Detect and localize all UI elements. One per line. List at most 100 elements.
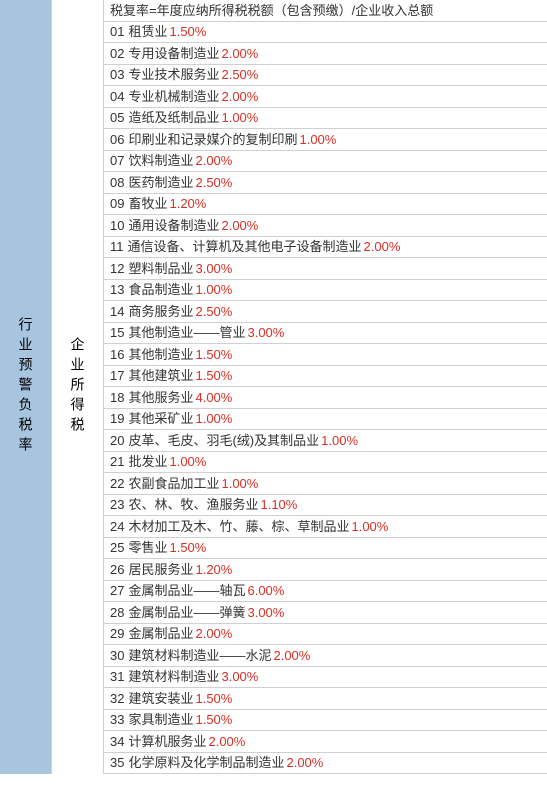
table-row: 27金属制品业——轴瓦 6.00% — [104, 581, 547, 603]
row-percentage: 2.00% — [286, 754, 323, 771]
row-name: 专用设备制造业 — [128, 45, 219, 62]
table-row: 24木材加工及木、竹、藤、棕、草制品业 1.00% — [104, 516, 547, 538]
table-row: 20皮革、毛皮、羽毛(绒)及其制品业 1.00% — [104, 430, 547, 452]
row-index: 35 — [110, 754, 124, 771]
row-percentage: 2.00% — [195, 625, 232, 642]
table-row: 23农、林、牧、渔服务业 1.10% — [104, 495, 547, 517]
row-percentage: 1.10% — [260, 496, 297, 513]
row-index: 07 — [110, 152, 124, 169]
row-percentage: 1.50% — [195, 367, 232, 384]
row-percentage: 1.50% — [169, 23, 206, 40]
table-row: 32建筑安装业 1.50% — [104, 688, 547, 710]
row-percentage: 2.50% — [195, 303, 232, 320]
row-percentage: 2.00% — [208, 733, 245, 750]
table-row: 26居民服务业 1.20% — [104, 559, 547, 581]
row-percentage: 1.50% — [195, 690, 232, 707]
data-column: 税复率=年度应纳所得税税额（包含预缴）/企业收入总额 01租赁业 1.50%02… — [104, 0, 547, 774]
header-text: 税复率=年度应纳所得税税额（包含预缴）/企业收入总额 — [110, 2, 433, 19]
row-percentage: 1.00% — [169, 453, 206, 470]
table-row: 02专用设备制造业 2.00% — [104, 43, 547, 65]
row-name: 专业机械制造业 — [128, 88, 219, 105]
row-index: 23 — [110, 496, 124, 513]
row-percentage: 2.00% — [273, 647, 310, 664]
row-percentage: 2.50% — [195, 174, 232, 191]
row-name: 零售业 — [128, 539, 167, 556]
table-row: 06印刷业和记录媒介的复制印刷 1.00% — [104, 129, 547, 151]
row-index: 25 — [110, 539, 124, 556]
row-name: 建筑材料制造业 — [128, 668, 219, 685]
row-percentage: 1.00% — [351, 518, 388, 535]
row-name: 医药制造业 — [128, 174, 193, 191]
row-index: 13 — [110, 281, 124, 298]
row-name: 其他制造业 — [128, 346, 193, 363]
row-name: 皮革、毛皮、羽毛(绒)及其制品业 — [128, 432, 319, 449]
row-index: 15 — [110, 324, 124, 341]
row-index: 32 — [110, 690, 124, 707]
table-row: 28金属制品业——弹簧 3.00% — [104, 602, 547, 624]
table-row: 04专业机械制造业 2.00% — [104, 86, 547, 108]
row-percentage: 2.00% — [221, 217, 258, 234]
table-row: 12塑料制品业 3.00% — [104, 258, 547, 280]
row-index: 20 — [110, 432, 124, 449]
table-row: 08医药制造业 2.50% — [104, 172, 547, 194]
row-name: 其他采矿业 — [128, 410, 193, 427]
row-index: 09 — [110, 195, 124, 212]
row-percentage: 3.00% — [247, 324, 284, 341]
row-index: 04 — [110, 88, 124, 105]
row-name: 商务服务业 — [128, 303, 193, 320]
table-row: 17其他建筑业 1.50% — [104, 366, 547, 388]
row-index: 19 — [110, 410, 124, 427]
row-name: 专业技术服务业 — [128, 66, 219, 83]
table-row: 10通用设备制造业 2.00% — [104, 215, 547, 237]
row-name: 金属制品业——轴瓦 — [128, 582, 245, 599]
row-name: 金属制品业——弹簧 — [128, 604, 245, 621]
row-percentage: 2.00% — [221, 88, 258, 105]
table-row: 11通信设备、计算机及其他电子设备制造业 2.00% — [104, 237, 547, 259]
table-row: 07饮料制造业 2.00% — [104, 151, 547, 173]
row-index: 34 — [110, 733, 124, 750]
table-row: 15其他制造业——管业 3.00% — [104, 323, 547, 345]
row-name: 通用设备制造业 — [128, 217, 219, 234]
row-percentage: 3.00% — [195, 260, 232, 277]
row-percentage: 2.00% — [364, 238, 401, 255]
row-percentage: 1.50% — [195, 711, 232, 728]
row-percentage: 1.20% — [195, 561, 232, 578]
row-name: 建筑材料制造业——水泥 — [128, 647, 271, 664]
row-index: 08 — [110, 174, 124, 191]
row-index: 11 — [110, 238, 124, 255]
table-row: 09畜牧业 1.20% — [104, 194, 547, 216]
row-index: 30 — [110, 647, 124, 664]
category-column: 行业预警负税率 — [0, 0, 52, 774]
row-percentage: 4.00% — [195, 389, 232, 406]
row-name: 建筑安装业 — [128, 690, 193, 707]
row-name: 其他服务业 — [128, 389, 193, 406]
row-percentage: 1.20% — [169, 195, 206, 212]
row-name: 家具制造业 — [128, 711, 193, 728]
row-name: 其他建筑业 — [128, 367, 193, 384]
row-name: 计算机服务业 — [128, 733, 206, 750]
row-name: 金属制品业 — [128, 625, 193, 642]
row-index: 26 — [110, 561, 124, 578]
row-percentage: 3.00% — [247, 604, 284, 621]
row-index: 06 — [110, 131, 124, 148]
table-row: 16其他制造业 1.50% — [104, 344, 547, 366]
row-name: 饮料制造业 — [128, 152, 193, 169]
row-percentage: 2.00% — [195, 152, 232, 169]
row-index: 27 — [110, 582, 124, 599]
row-percentage: 1.00% — [221, 475, 258, 492]
row-percentage: 3.00% — [221, 668, 258, 685]
row-name: 其他制造业——管业 — [128, 324, 245, 341]
row-index: 29 — [110, 625, 124, 642]
row-index: 33 — [110, 711, 124, 728]
row-index: 14 — [110, 303, 124, 320]
table-row: 03专业技术服务业 2.50% — [104, 65, 547, 87]
row-index: 10 — [110, 217, 124, 234]
row-percentage: 1.00% — [299, 131, 336, 148]
row-index: 22 — [110, 475, 124, 492]
row-name: 食品制造业 — [128, 281, 193, 298]
row-percentage: 2.00% — [221, 45, 258, 62]
table-row: 14商务服务业 2.50% — [104, 301, 547, 323]
row-name: 农、林、牧、渔服务业 — [128, 496, 258, 513]
table-row: 18其他服务业 4.00% — [104, 387, 547, 409]
row-percentage: 1.00% — [221, 109, 258, 126]
